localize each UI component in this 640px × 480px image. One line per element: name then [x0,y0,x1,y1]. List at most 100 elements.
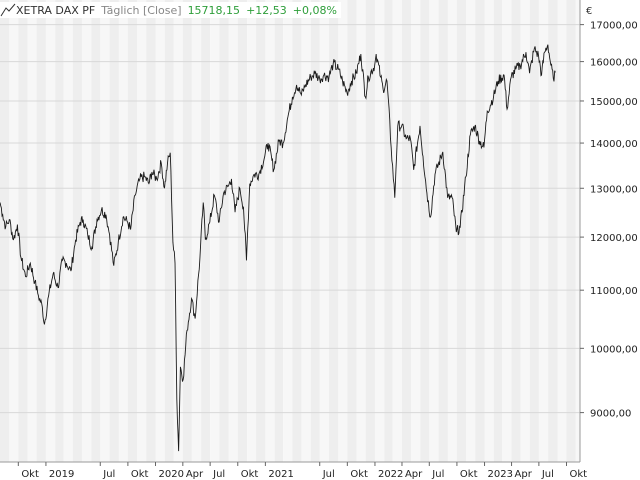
x-tick-label: 2020 [159,469,184,480]
month-band [356,0,366,462]
month-band [9,0,19,462]
y-tick-label: 16000,00 [590,58,638,69]
month-band [256,0,266,462]
currency-label: € [586,6,593,17]
month-band [502,0,512,462]
month-band [283,0,293,462]
y-tick-label: 14000,00 [590,139,638,150]
month-band [265,0,275,462]
month-band [127,0,138,462]
month-band [466,0,476,462]
x-tick-label: Okt [21,469,39,480]
month-band [338,0,348,462]
month-band [146,0,156,462]
month-band [274,0,284,462]
month-band [201,0,211,462]
month-band [81,0,92,462]
month-band [575,0,580,462]
y-tick-label: 11000,00 [590,286,638,297]
month-band [484,0,494,462]
month-band [292,0,302,462]
x-tick-label: Okt [460,469,478,480]
month-band [0,0,10,462]
month-band [100,0,110,462]
month-band [301,0,311,462]
month-band [538,0,549,462]
y-axis: 9000,00 10000,00 11000,00 12000,00 13000,00 1… [580,21,638,420]
x-tick-label: Apr [186,469,204,480]
x-tick-label: Jul [212,469,225,480]
month-band [191,0,202,462]
month-band [401,0,411,462]
month-band [109,0,119,462]
x-tick-label: Jul [102,469,115,480]
month-band [164,0,174,462]
month-band [118,0,128,462]
month-band [63,0,73,462]
month-band [91,0,101,462]
gridlines [0,24,580,414]
month-band [36,0,46,462]
month-band [347,0,357,462]
last-value: 15718,15 [187,3,241,17]
x-axis: Okt 2019 Jul Okt 2020 Apr Jul Okt 2021 Jul Okt 2022… [17,462,587,480]
month-band [392,0,402,462]
x-tick-label: 2023 [488,469,513,480]
x-tick-label: Okt [350,469,368,480]
month-band [548,0,558,462]
month-band [456,0,467,462]
month-band [210,0,220,462]
month-band [329,0,339,462]
month-band [410,0,421,462]
month-bands [0,0,580,462]
month-band [438,0,448,462]
x-tick-label: Apr [515,469,533,480]
month-band [475,0,485,462]
chart-legend: XETRA DAX PF Täglich [Close] 15718,15 +1… [0,2,341,18]
frequency-label: Täglich [Close] [101,3,182,17]
x-tick-label: 2021 [268,469,293,480]
x-tick-label: Okt [131,469,149,480]
month-band [173,0,183,462]
x-tick-label: Jul [431,469,444,480]
month-band [237,0,248,462]
dax-price-line [0,44,556,452]
month-band [365,0,375,462]
month-band [384,0,393,462]
y-tick-label: 17000,00 [590,21,638,32]
month-band [566,0,576,462]
month-band [18,0,28,462]
y-tick-label: 10000,00 [590,344,638,355]
x-tick-label: Okt [569,469,587,480]
month-band [511,0,521,462]
instrument-name: XETRA DAX PF [16,3,96,17]
month-band [310,0,320,462]
month-band [155,0,165,462]
month-band [182,0,192,462]
month-band [247,0,257,462]
x-tick-label: Jul [322,469,335,480]
month-band [137,0,147,462]
change-percent: +0,08% [292,3,337,17]
month-band [520,0,530,462]
y-tick-label: 13000,00 [590,184,638,195]
month-band [374,0,385,462]
month-band [45,0,56,462]
x-tick-label: Apr [405,469,423,480]
x-tick-label: 2022 [378,469,403,480]
month-band [420,0,430,462]
month-band [55,0,64,462]
month-band [228,0,238,462]
month-band [447,0,457,462]
y-tick-label: 15000,00 [590,97,638,108]
month-band [529,0,539,462]
x-tick-label: Okt [241,469,259,480]
y-tick-label: 12000,00 [590,233,638,244]
month-band [219,0,229,462]
month-band [27,0,37,462]
change-value: +12,53 [246,3,287,17]
line-chart-icon [0,3,16,17]
month-band [493,0,503,462]
month-band [429,0,439,462]
